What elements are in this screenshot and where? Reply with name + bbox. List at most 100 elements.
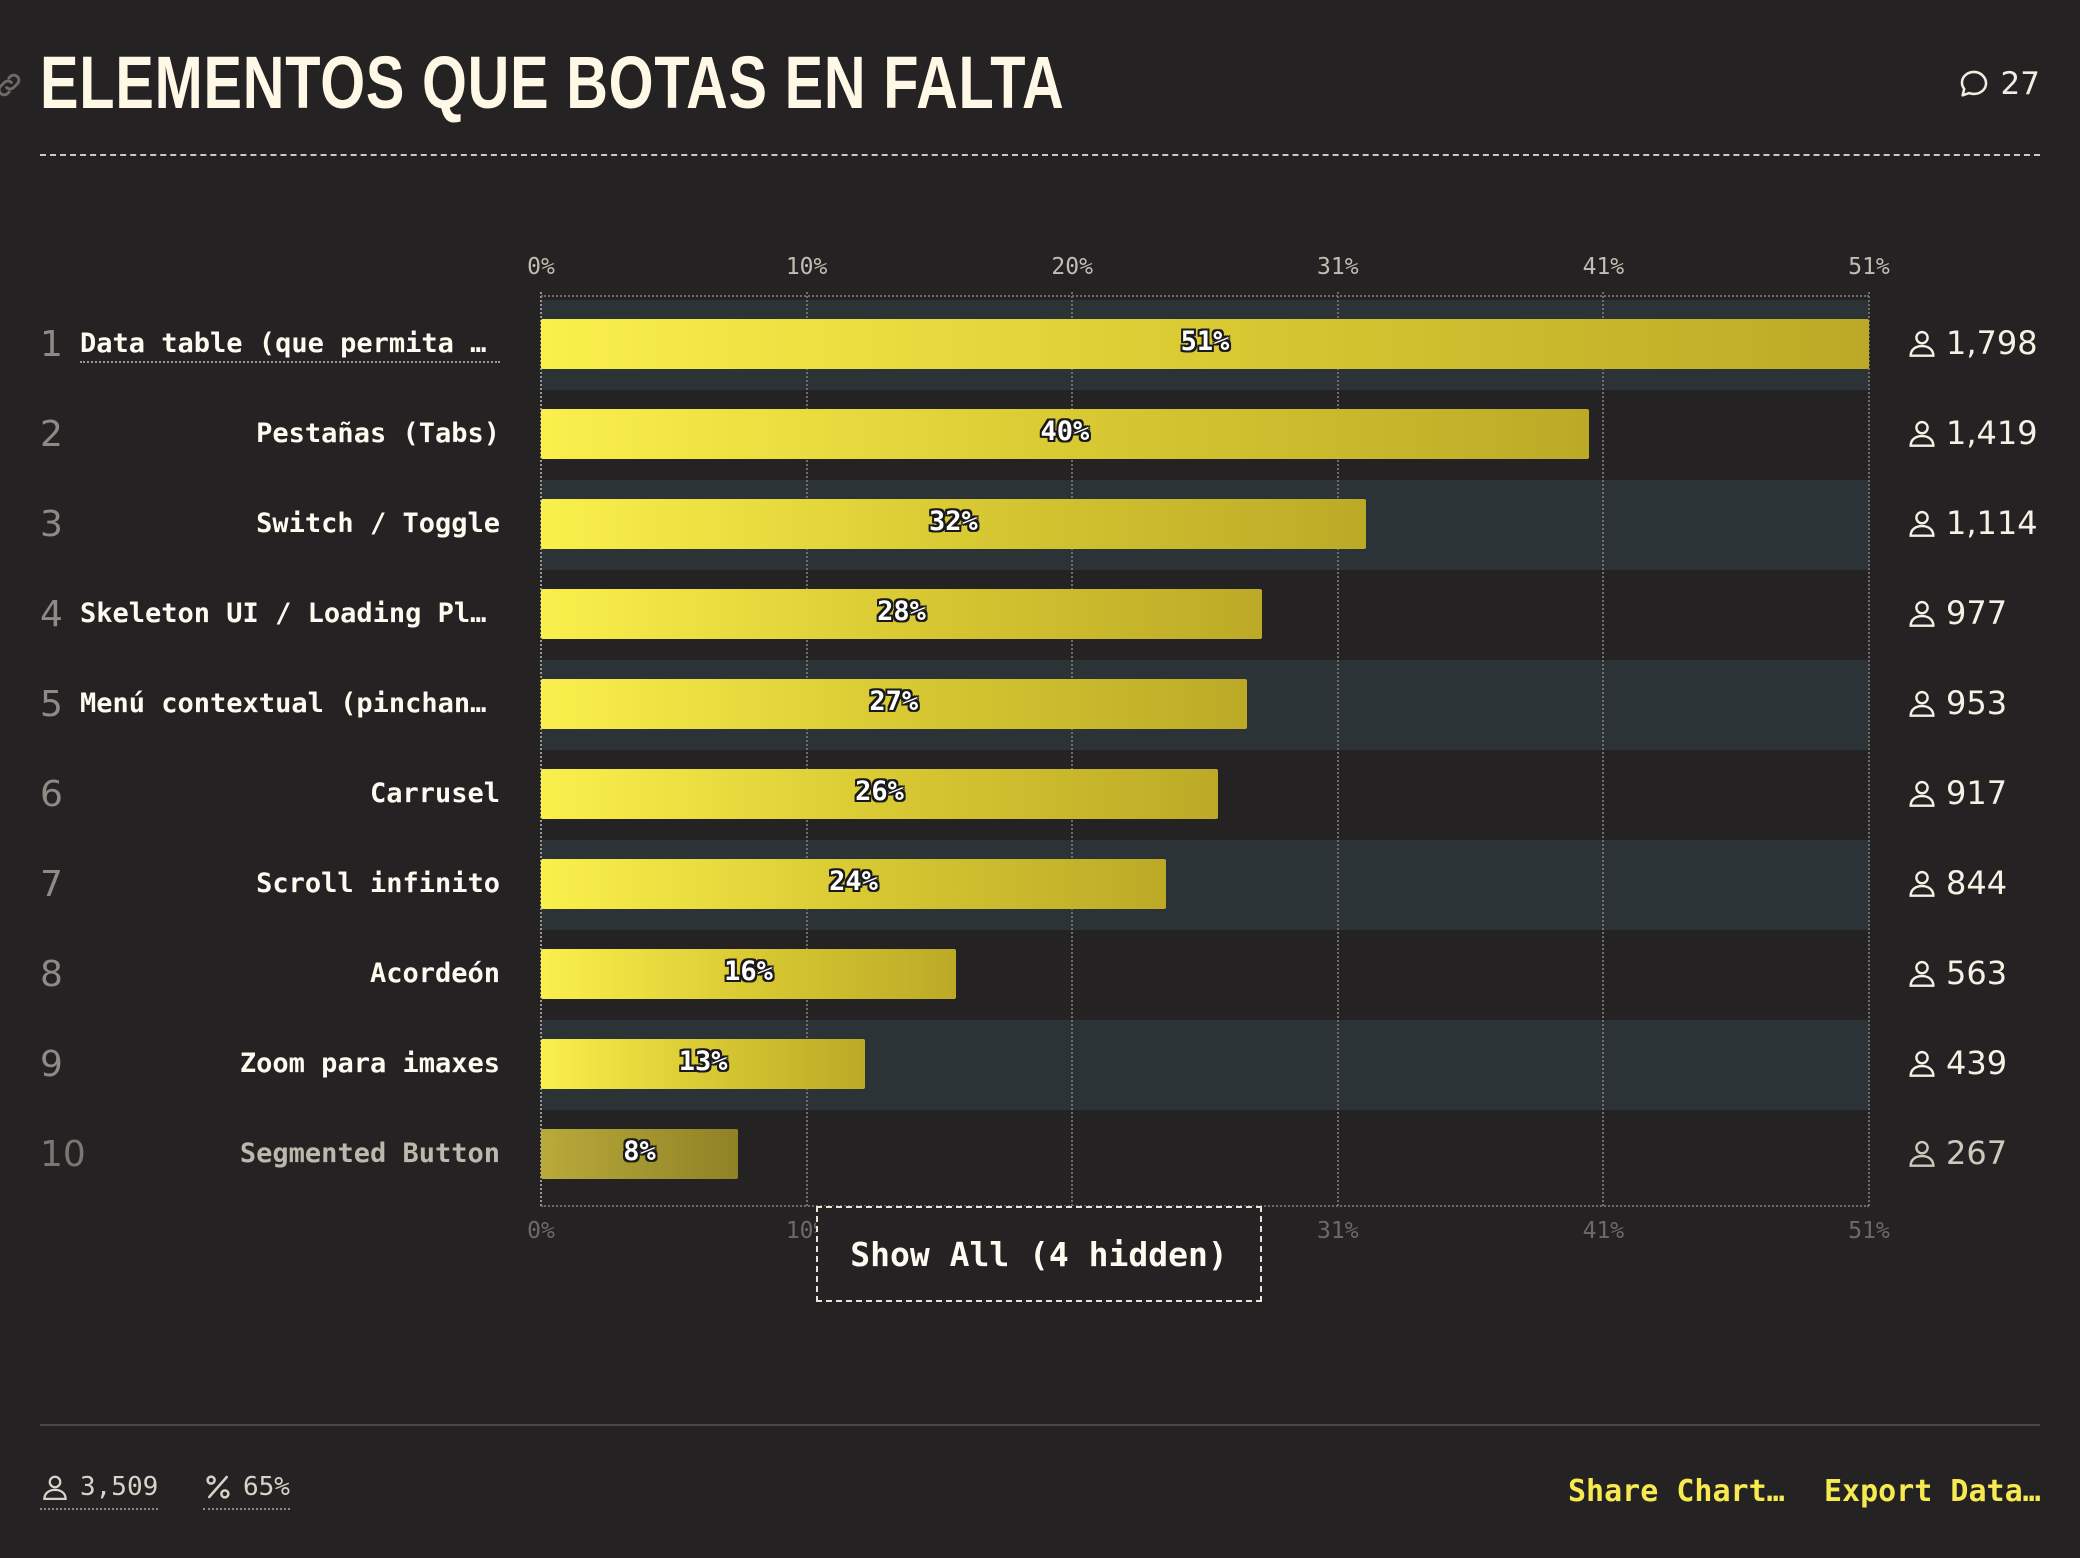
gridline	[540, 292, 542, 1206]
bar-value-label: 27%	[869, 686, 919, 717]
category-label: Acordeón	[369, 958, 500, 989]
user-icon	[1909, 420, 1935, 447]
rank-number: 7	[40, 864, 63, 905]
gridline	[805, 292, 808, 1206]
x-tick-label-top: 41%	[1582, 254, 1625, 280]
category-label[interactable]: Data table (que permita o…	[80, 328, 500, 363]
rank-number: 4	[40, 594, 63, 635]
bar-value-label: 16%	[724, 956, 773, 987]
bar-value-label: 51%	[1180, 326, 1230, 357]
respondent-count: 439	[1906, 1044, 2007, 1082]
category-label: Pestañas (Tabs)	[256, 418, 500, 449]
rank-number: 3	[40, 504, 63, 545]
gridline	[1336, 292, 1339, 1206]
bar[interactable]: 24%	[541, 859, 1167, 909]
category-label: Carrusel	[369, 778, 500, 809]
title-divider	[40, 154, 2040, 156]
respondent-count: 917	[1906, 774, 2007, 812]
x-tick-label-bottom: 31%	[1317, 1218, 1359, 1244]
respondent-count: 977	[1906, 594, 2007, 632]
respondents-stat[interactable]: 3,509	[40, 1472, 159, 1510]
percentage-value: 65%	[243, 1472, 290, 1502]
bar[interactable]: 16%	[541, 949, 956, 999]
user-icon	[1909, 870, 1935, 897]
category-label: Zoom para imaxes	[239, 1048, 500, 1079]
gridline	[1868, 292, 1870, 1206]
user-icon	[43, 1475, 67, 1500]
gridline	[1071, 292, 1074, 1206]
respondent-count-value: 267	[1946, 1134, 2008, 1172]
axis-line-top	[541, 295, 1869, 297]
bar[interactable]: 13%	[541, 1039, 866, 1089]
user-icon	[1909, 960, 1935, 987]
respondent-count: 844	[1906, 864, 2007, 902]
chart-title: ELEMENTOS QUE BOTAS EN FALTA	[40, 41, 1065, 124]
footer-divider	[40, 1424, 2040, 1426]
bar[interactable]: 8%	[541, 1129, 739, 1179]
user-icon	[1909, 510, 1935, 537]
bar[interactable]: 27%	[541, 679, 1247, 729]
respondent-count: 1,798	[1906, 324, 2038, 362]
share-chart-link[interactable]: Share Chart…	[1568, 1474, 1785, 1509]
respondent-count-value: 953	[1946, 684, 2008, 722]
bar[interactable]: 40%	[541, 409, 1589, 459]
percent-icon	[206, 1475, 230, 1499]
respondent-count-value: 844	[1946, 864, 2008, 902]
link-icon[interactable]	[0, 70, 24, 100]
user-icon	[1909, 690, 1935, 717]
respondent-count-value: 977	[1946, 594, 2008, 632]
respondent-count-value: 563	[1946, 954, 2008, 992]
respondent-count: 563	[1906, 954, 2007, 992]
x-tick-label-bottom: 0%	[527, 1218, 555, 1244]
rank-number: 8	[40, 954, 63, 995]
user-icon	[1909, 780, 1935, 807]
rank-number: 1	[40, 324, 63, 365]
user-icon	[1909, 1050, 1935, 1077]
comments-button[interactable]: 27	[1957, 66, 2040, 102]
x-tick-label-top: 0%	[527, 254, 555, 280]
bar-value-label: 28%	[877, 596, 926, 627]
bar[interactable]: 32%	[541, 499, 1366, 549]
respondent-count-value: 1,798	[1946, 324, 2038, 362]
respondent-count: 1,419	[1906, 414, 2038, 452]
bar[interactable]: 28%	[541, 589, 1263, 639]
export-data-link[interactable]: Export Data…	[1824, 1474, 2041, 1509]
bar[interactable]: 26%	[541, 769, 1218, 819]
category-label: Segmented Button	[239, 1138, 500, 1169]
user-icon	[1909, 1140, 1935, 1167]
category-label: Switch / Toggle	[256, 508, 500, 539]
show-all-button[interactable]: Show All (4 hidden)	[816, 1206, 1262, 1302]
x-tick-label-top: 51%	[1848, 254, 1890, 280]
bar-value-label: 13%	[678, 1046, 728, 1077]
x-tick-label-top: 31%	[1317, 254, 1359, 280]
x-tick-label-bottom: 41%	[1582, 1218, 1625, 1244]
respondent-count: 953	[1906, 684, 2007, 722]
respondent-count: 1,114	[1906, 504, 2038, 542]
bar-value-label: 32%	[929, 506, 978, 537]
x-tick-label-bottom: 51%	[1848, 1218, 1890, 1244]
respondents-value: 3,509	[80, 1472, 159, 1502]
x-tick-label-top: 10%	[785, 254, 828, 280]
respondent-count-value: 439	[1946, 1044, 2008, 1082]
bar-value-label: 24%	[829, 866, 878, 897]
rank-number: 9	[40, 1044, 63, 1085]
user-icon	[1909, 330, 1935, 357]
comments-count: 27	[2000, 66, 2040, 102]
bar[interactable]: 51%	[541, 319, 1869, 369]
gridline	[1602, 292, 1605, 1206]
rank-number: 10	[40, 1134, 86, 1175]
user-icon	[1909, 600, 1935, 627]
rank-number: 2	[40, 414, 63, 455]
comment-icon	[1960, 70, 1987, 97]
bar-value-label: 40%	[1040, 416, 1090, 447]
percentage-stat[interactable]: 65%	[203, 1472, 290, 1510]
category-label: Skeleton UI / Loading Pla…	[80, 598, 500, 629]
respondent-count-value: 1,114	[1946, 504, 2038, 542]
respondent-count-value: 917	[1946, 774, 2008, 812]
category-label: Menú contextual (pinchand…	[80, 688, 500, 719]
rank-number: 6	[40, 774, 63, 815]
bar-value-label: 26%	[855, 776, 904, 807]
x-tick-label-top: 20%	[1051, 254, 1093, 280]
rank-number: 5	[40, 684, 63, 725]
category-label: Scroll infinito	[256, 868, 500, 899]
